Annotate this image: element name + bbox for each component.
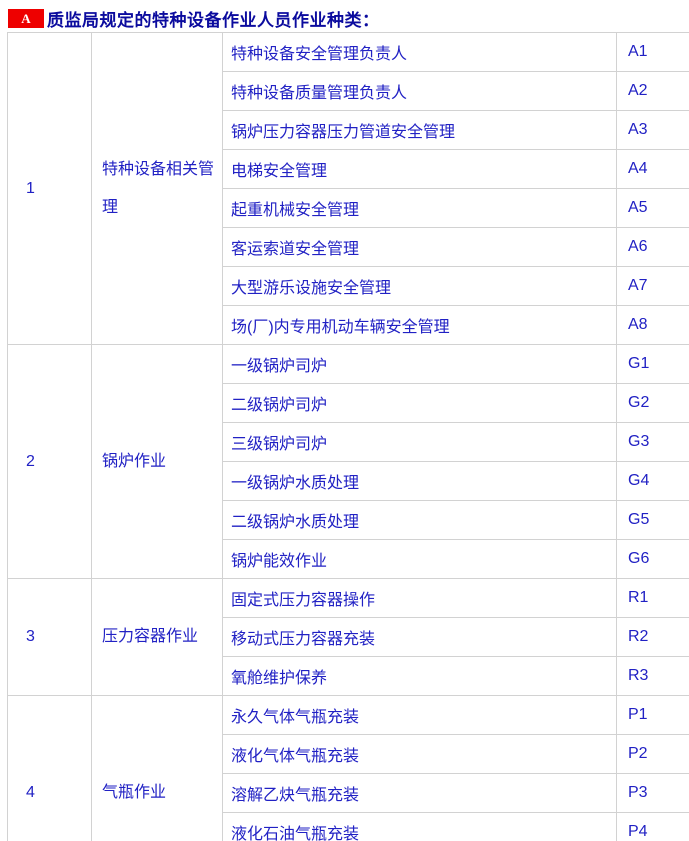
job-name-cell: 大型游乐设施安全管理: [222, 266, 617, 306]
job-name-cell: 一级锅炉司炉: [222, 344, 617, 384]
category-cell: 锅炉作业: [91, 344, 223, 579]
category-cell: 压力容器作业: [91, 578, 223, 696]
jobs-table: 1 特种设备相关管理 特种设备安全管理负责人 A1 特种设备质量管理负责人 A2 锅炉压力容…: [7, 32, 689, 841]
job-code-cell: P1: [616, 695, 689, 735]
job-code-cell: R3: [616, 656, 689, 696]
table-row: 溶解乙炔气瓶充装 P3: [8, 773, 689, 813]
job-code-cell: G6: [616, 539, 689, 579]
table-row: 锅炉压力容器压力管道安全管理 A3: [8, 110, 689, 150]
table-row: 一级锅炉水质处理 G4: [8, 461, 689, 501]
section-number-cell: 3: [7, 578, 92, 696]
job-name-cell: 氧舱维护保养: [222, 656, 617, 696]
section-number-cell: 2: [7, 344, 92, 579]
job-code-cell: P3: [616, 773, 689, 813]
job-name-cell: 二级锅炉司炉: [222, 383, 617, 423]
job-name-cell: 三级锅炉司炉: [222, 422, 617, 462]
job-name-cell: 锅炉能效作业: [222, 539, 617, 579]
section-number-cell: 4: [7, 695, 92, 841]
job-name-cell: 液化气体气瓶充装: [222, 734, 617, 774]
job-name-cell: 客运索道安全管理: [222, 227, 617, 267]
job-name-cell: 场(厂)内专用机动车辆安全管理: [222, 305, 617, 345]
job-code-cell: G5: [616, 500, 689, 540]
job-code-cell: A4: [616, 149, 689, 189]
job-code-cell: A7: [616, 266, 689, 306]
job-code-cell: G3: [616, 422, 689, 462]
job-name-cell: 电梯安全管理: [222, 149, 617, 189]
job-name-cell: 起重机械安全管理: [222, 188, 617, 228]
job-name-cell: 特种设备安全管理负责人: [222, 32, 617, 72]
page-title: 质监局规定的特种设备作业人员作业种类：: [47, 11, 380, 30]
table-row: 二级锅炉水质处理 G5: [8, 500, 689, 540]
job-code-cell: A2: [616, 71, 689, 111]
job-code-cell: R1: [616, 578, 689, 618]
table-row: 二级锅炉司炉 G2: [8, 383, 689, 423]
job-code-cell: G2: [616, 383, 689, 423]
job-name-cell: 锅炉压力容器压力管道安全管理: [222, 110, 617, 150]
table-row: 3 压力容器作业 固定式压力容器操作 R1: [7, 578, 689, 696]
table-row: 大型游乐设施安全管理 A7: [8, 266, 689, 306]
table-row: 液化石油气瓶充装 P4: [8, 812, 689, 841]
table-row: 氧舱维护保养 R3: [8, 656, 689, 696]
page-header: A 质监局规定的特种设备作业人员作业种类：: [0, 0, 689, 30]
section-letter-badge: A: [8, 9, 44, 28]
job-code-cell: A1: [616, 32, 689, 72]
table-row: 电梯安全管理 A4: [8, 149, 689, 189]
table-row: 起重机械安全管理 A5: [8, 188, 689, 228]
job-name-cell: 永久气体气瓶充装: [222, 695, 617, 735]
job-code-cell: G4: [616, 461, 689, 501]
job-name-cell: 固定式压力容器操作: [222, 578, 617, 618]
category-cell: 特种设备相关管理: [91, 32, 223, 345]
job-name-cell: 一级锅炉水质处理: [222, 461, 617, 501]
job-name-cell: 液化石油气瓶充装: [222, 812, 617, 841]
category-cell: 气瓶作业: [91, 695, 223, 841]
job-name-cell: 二级锅炉水质处理: [222, 500, 617, 540]
table-row: 2 锅炉作业 一级锅炉司炉 G1: [7, 344, 689, 579]
job-code-cell: R2: [616, 617, 689, 657]
table-row: 锅炉能效作业 G6: [8, 539, 689, 579]
table-row: 场(厂)内专用机动车辆安全管理 A8: [8, 305, 689, 345]
table-row: 1 特种设备相关管理 特种设备安全管理负责人 A1: [7, 32, 689, 345]
job-name-cell: 特种设备质量管理负责人: [222, 71, 617, 111]
table-row: 三级锅炉司炉 G3: [8, 422, 689, 462]
section-number-cell: 1: [7, 32, 92, 345]
job-code-cell: A8: [616, 305, 689, 345]
job-code-cell: A3: [616, 110, 689, 150]
job-name-cell: 移动式压力容器充装: [222, 617, 617, 657]
job-code-cell: P4: [616, 812, 689, 841]
table-row: 4 气瓶作业 永久气体气瓶充装 P1: [7, 695, 689, 841]
job-code-cell: P2: [616, 734, 689, 774]
job-name-cell: 溶解乙炔气瓶充装: [222, 773, 617, 813]
job-code-cell: A6: [616, 227, 689, 267]
job-code-cell: G1: [616, 344, 689, 384]
job-code-cell: A5: [616, 188, 689, 228]
